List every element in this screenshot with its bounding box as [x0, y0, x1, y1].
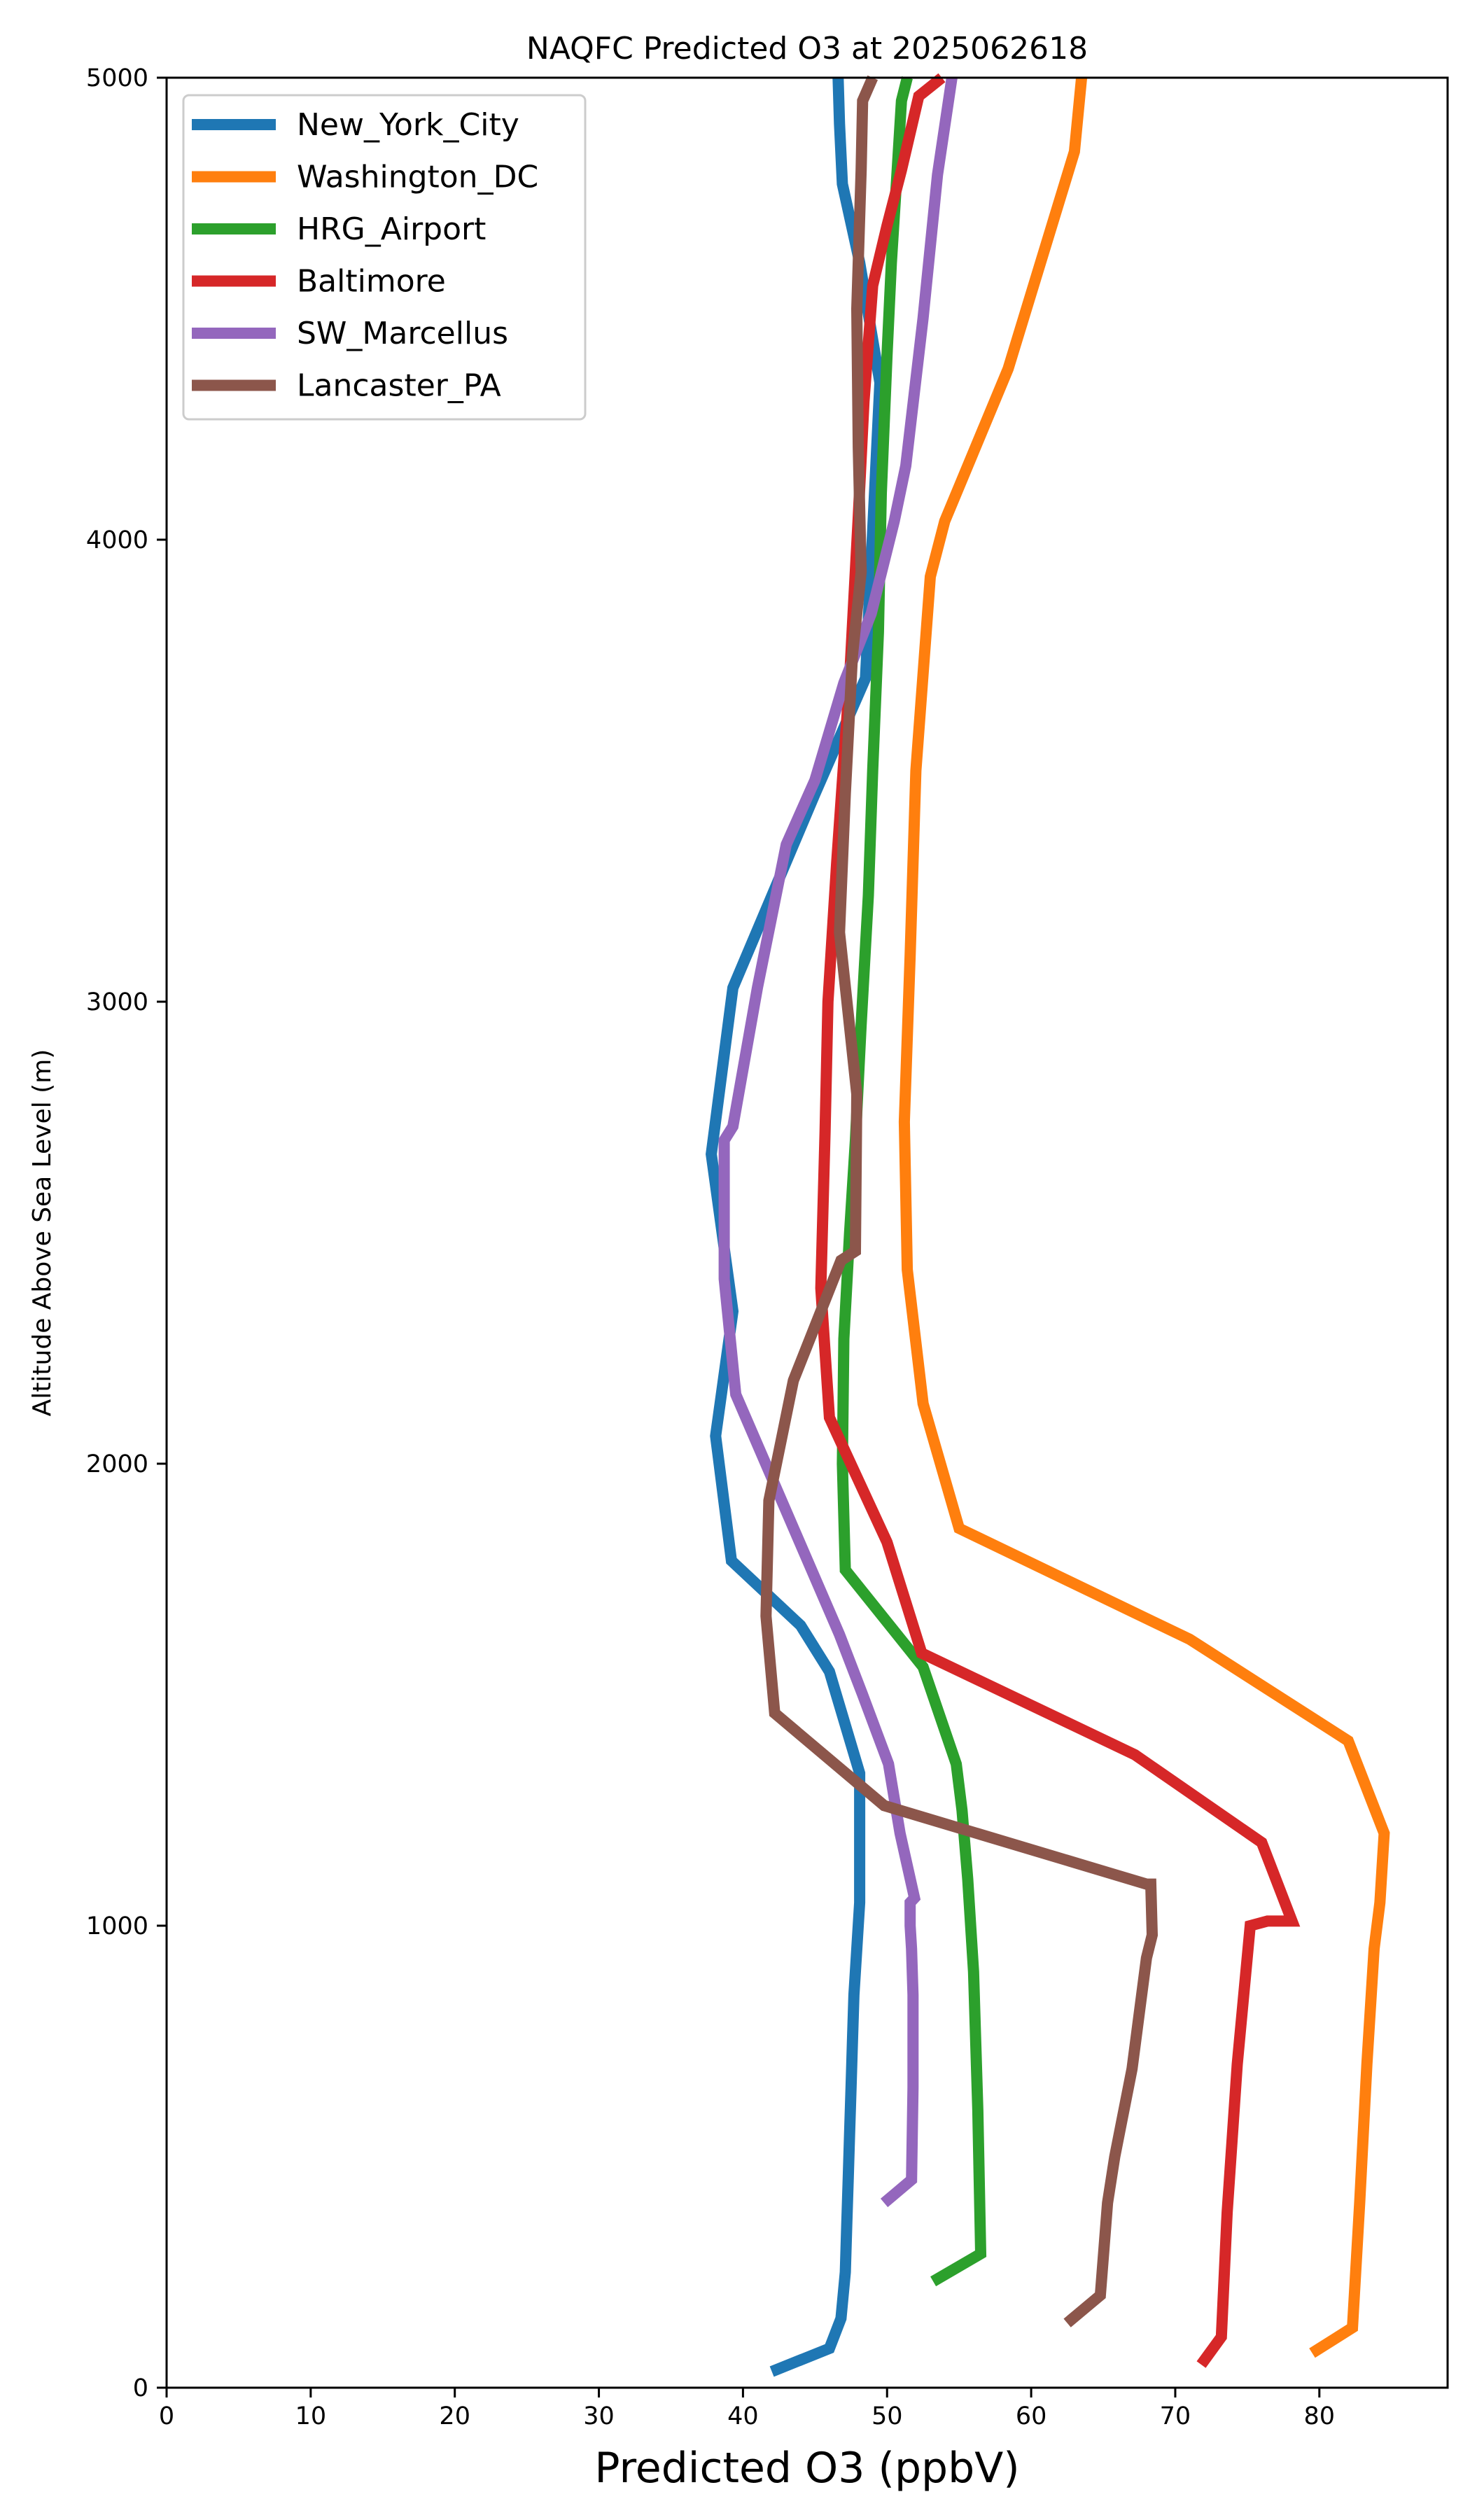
y-tick-label: 2000	[86, 1450, 148, 1478]
x-axis: 0 10 20 30 40 50 60 70 80	[159, 2388, 1335, 2430]
legend-label: HRG_Airport	[297, 211, 486, 247]
x-tick-label: 70	[1160, 2402, 1191, 2430]
x-tick-label: 40	[727, 2402, 759, 2430]
legend: New_York_City Washington_DC HRG_Airport Bal…	[182, 94, 587, 421]
x-axis-label: Predicted O3 (ppbV)	[594, 2444, 1019, 2493]
legend-label: Washington_DC	[297, 160, 538, 195]
legend-label: SW_Marcellus	[297, 316, 508, 351]
x-tick-label: 30	[583, 2402, 615, 2430]
y-tick-label: 4000	[86, 526, 148, 554]
series-line-washington-dc	[898, 77, 1390, 2358]
y-axis-label: Altitude Above Sea Level (m)	[28, 1049, 57, 1417]
x-tick-label: 80	[1304, 2402, 1336, 2430]
y-tick-label: 3000	[86, 988, 148, 1016]
series-line-new-york-city	[706, 77, 886, 2377]
y-tick-label: 5000	[86, 64, 148, 92]
plot-area-frame	[165, 76, 1449, 2389]
y-axis: 0 1000 2000 3000 4000 5000	[86, 64, 167, 2402]
legend-label: Lancaster_PA	[297, 368, 501, 404]
y-tick-label: 0	[133, 2374, 148, 2402]
legend-label: Baltimore	[297, 264, 446, 300]
series-line-lancaster-pa	[760, 75, 1158, 2328]
series-line-baltimore	[815, 73, 1301, 2368]
x-tick-label: 0	[159, 2402, 174, 2430]
series-line-sw-marcellus	[718, 76, 958, 2208]
legend-label: New_York_City	[297, 107, 519, 143]
plot-lines	[706, 73, 1390, 2377]
y-tick-label: 1000	[86, 1912, 148, 1940]
x-tick-label: 20	[439, 2402, 470, 2430]
x-tick-label: 50	[872, 2402, 903, 2430]
legend-box	[182, 94, 587, 421]
chart-title: NAQFC Predicted O3 at 2025062618	[526, 31, 1088, 66]
x-tick-label: 60	[1016, 2402, 1047, 2430]
series-line-hrg-airport	[836, 76, 987, 2287]
x-tick-label: 10	[295, 2402, 327, 2430]
